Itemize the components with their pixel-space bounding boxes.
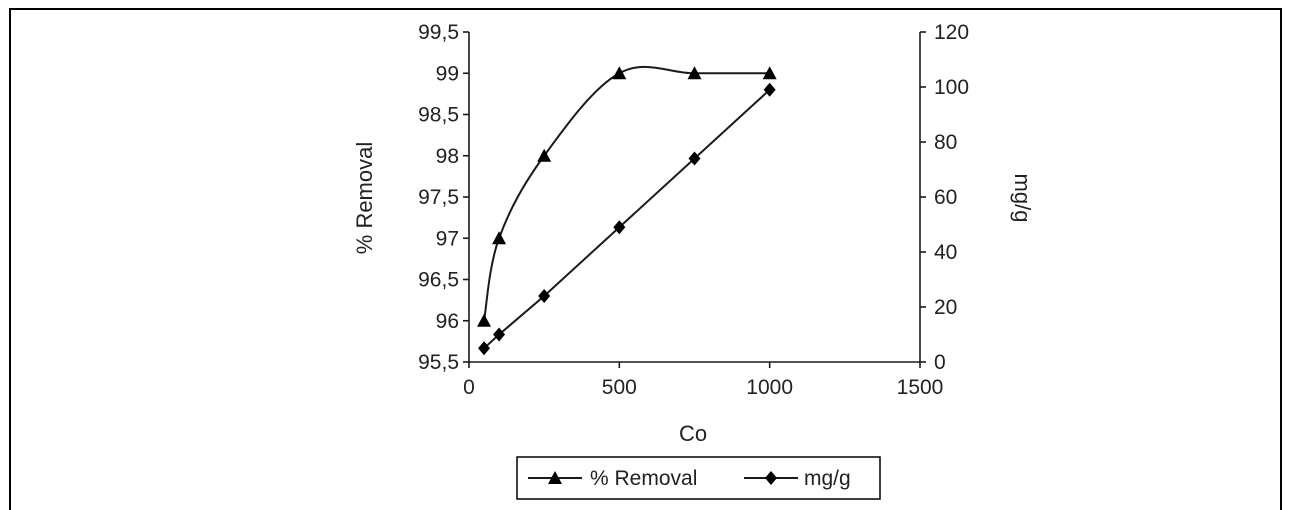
mgg-point bbox=[763, 82, 776, 97]
legend-triangle-marker bbox=[548, 471, 562, 484]
removal-point bbox=[687, 66, 702, 80]
tick-labels: 95,5 96 96,5 97 97,5 98 98,5 99 99,5 0 20 40 60 80 100… bbox=[418, 21, 969, 399]
removal-point bbox=[612, 66, 627, 80]
y-axis-left-title: % Removal bbox=[352, 142, 377, 254]
removal-point bbox=[477, 313, 492, 327]
x-tick-label: 1500 bbox=[897, 376, 944, 399]
mgg-point bbox=[493, 327, 506, 342]
removal-point bbox=[537, 148, 552, 162]
mgg-point bbox=[478, 341, 491, 356]
mgg-point bbox=[538, 289, 551, 303]
y-right-tick-label: 40 bbox=[934, 241, 957, 264]
series-line-mgg bbox=[483, 89, 771, 349]
series-layer bbox=[477, 65, 777, 356]
figure-frame bbox=[9, 8, 1282, 510]
y-right-tick-label: 20 bbox=[934, 296, 957, 319]
mgg-point bbox=[688, 151, 701, 166]
y-left-tick-label: 99 bbox=[436, 62, 459, 85]
y-left-tick-label: 98,5 bbox=[418, 104, 459, 127]
y-left-tick-label: 97,5 bbox=[418, 186, 459, 209]
legend-label-removal: % Removal bbox=[590, 467, 697, 490]
legend: % Removal mg/g bbox=[516, 456, 881, 500]
y-right-tick-label: 60 bbox=[934, 186, 957, 209]
y-left-tick-label: 96,5 bbox=[418, 269, 459, 292]
axes bbox=[463, 31, 926, 368]
legend-label-mgg: mg/g bbox=[804, 467, 851, 490]
x-tick-label: 0 bbox=[463, 376, 475, 399]
series-line-removal bbox=[483, 65, 770, 321]
y-left-tick-label: 95,5 bbox=[418, 351, 459, 374]
y-right-tick-label: 80 bbox=[934, 131, 957, 154]
removal-point bbox=[492, 231, 507, 245]
y-right-tick-label: 100 bbox=[934, 76, 969, 99]
y-right-tick-label: 0 bbox=[934, 351, 946, 374]
y-left-tick-label: 96 bbox=[436, 310, 459, 333]
y-left-tick-label: 99,5 bbox=[418, 21, 459, 44]
y-left-tick-label: 98 bbox=[436, 145, 459, 168]
legend-diamond-marker bbox=[765, 471, 777, 485]
removal-point bbox=[762, 66, 777, 80]
x-tick-label: 500 bbox=[602, 376, 637, 399]
y-axis-right-title: mg/g bbox=[1010, 174, 1035, 223]
y-right-tick-label: 120 bbox=[934, 21, 969, 44]
x-tick-label: 1000 bbox=[746, 376, 793, 399]
x-axis-title: Co bbox=[679, 421, 707, 446]
mgg-point bbox=[613, 220, 626, 235]
y-left-tick-label: 97 bbox=[436, 227, 459, 250]
